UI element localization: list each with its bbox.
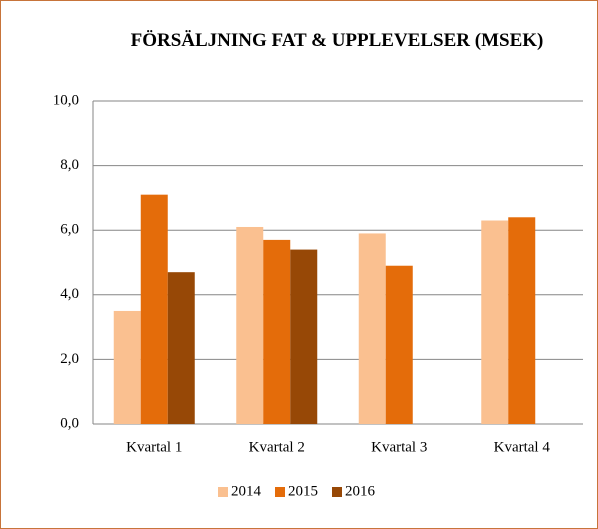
x-tick-label: Kvartal 1 [126,439,182,455]
bar [481,220,509,424]
y-tick-label: 8,0 [60,157,79,173]
bar [508,217,536,424]
bar [263,239,291,424]
y-tick-label: 10,0 [53,92,79,108]
legend-label: 2016 [345,483,376,499]
bar [140,194,168,424]
legend-swatch [275,487,285,497]
x-tick-label: Kvartal 2 [249,439,305,455]
legend-swatch [332,487,342,497]
bar [385,265,413,424]
y-tick-label: 4,0 [60,286,79,302]
y-tick-label: 2,0 [60,351,79,367]
legend-label: 2014 [231,483,262,499]
bar [167,272,195,424]
x-tick-label: Kvartal 4 [494,439,551,455]
chart-title: FÖRSÄLJNING FAT & UPPLEVELSER (MSEK) [130,30,544,51]
bar [113,310,141,424]
bar [290,249,318,424]
y-tick-label: 6,0 [60,222,79,238]
bar [358,233,386,424]
y-tick-label: 0,0 [60,415,79,431]
legend-swatch [218,487,228,497]
bar [236,226,264,424]
x-tick-label: Kvartal 3 [371,439,427,455]
legend-label: 2015 [288,483,318,499]
